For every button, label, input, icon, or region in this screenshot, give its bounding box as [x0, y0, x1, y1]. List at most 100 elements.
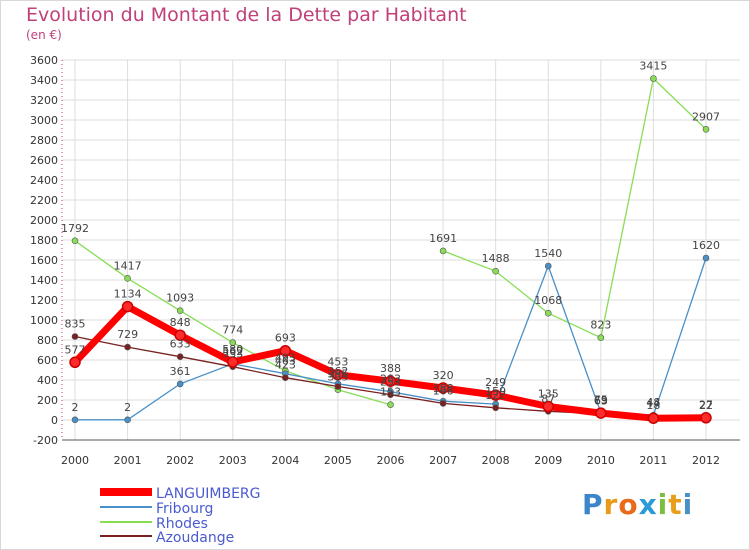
data-point-azoudange	[71, 333, 79, 340]
y-tick-label: 3000	[30, 114, 58, 127]
data-label: 774	[222, 324, 243, 337]
data-label: 283	[380, 373, 401, 386]
y-tick-label: 1800	[30, 234, 58, 247]
axes: -200 0 200 400 600 800 1000 1200 1400 1600 1800 200…	[30, 54, 740, 467]
data-label: 87	[541, 392, 555, 405]
data-point-languimberg	[121, 300, 134, 313]
data-point-fribourg	[71, 416, 79, 424]
y-tick-label: 2400	[30, 174, 58, 187]
data-label: 533	[222, 348, 243, 361]
data-point-azoudange	[176, 353, 184, 361]
x-tick-label: 2010	[587, 454, 615, 467]
data-label: 188	[433, 382, 454, 395]
data-point-azoudange	[492, 404, 499, 412]
data-point-azoudange	[282, 374, 289, 382]
data-label: 1540	[534, 247, 562, 260]
y-tick-label: 400	[37, 374, 58, 387]
data-label: 463	[275, 355, 296, 368]
data-point-fribourg	[544, 262, 552, 270]
y-tick-label: 2000	[30, 214, 58, 227]
y-tick-label: 0	[51, 414, 58, 427]
data-point-languimberg	[437, 382, 449, 394]
data-point-languimberg	[332, 368, 344, 381]
x-tick-label: 2000	[61, 454, 89, 467]
legend-label-languimberg: LANGUIMBERG	[156, 486, 261, 502]
y-tick-label: 2200	[30, 194, 58, 207]
data-label: 122	[485, 389, 506, 402]
y-tick-label: 2800	[30, 134, 58, 147]
legend-label-rhodes: Rhodes	[156, 516, 208, 532]
data-point-rhodes	[650, 75, 657, 82]
data-label: 1620	[692, 239, 720, 252]
data-point-azoudange	[124, 343, 131, 351]
data-label: 153	[380, 386, 401, 399]
data-point-azoudange	[387, 391, 394, 399]
data-label: 63	[594, 395, 608, 408]
data-point-rhodes	[597, 334, 605, 342]
x-tick-label: 2003	[219, 454, 247, 467]
data-label: 249	[485, 376, 506, 389]
data-label: 48	[646, 396, 660, 409]
y-tick-label: 3600	[30, 54, 58, 67]
logo-letter: r	[603, 488, 619, 521]
x-tick-label: 2005	[324, 454, 352, 467]
data-label: 633	[170, 338, 191, 351]
y-tick-label: 1400	[30, 274, 58, 287]
data-point-rhodes	[71, 237, 79, 245]
x-tick-label: 2001	[114, 454, 142, 467]
data-label: 2	[72, 401, 79, 414]
y-tick-label: 600	[37, 354, 58, 367]
data-point-languimberg	[69, 356, 81, 369]
data-label: 3415	[639, 60, 667, 73]
chart-title: Evolution du Montant de la Dette par Hab…	[26, 4, 467, 26]
data-label: 693	[275, 332, 296, 345]
data-label: 1792	[61, 222, 89, 235]
data-labels: 1792 1417 1093 774 493 303 153 1691 1488 1068 823 3…	[61, 60, 720, 414]
data-label: 18	[646, 399, 660, 412]
logo-letter: i	[657, 488, 669, 521]
y-tick-label: 1200	[30, 294, 58, 307]
data-label: 577	[65, 343, 86, 356]
data-point-rhodes	[176, 307, 184, 315]
data-label: 135	[538, 388, 559, 401]
data-point-rhodes	[492, 267, 499, 275]
data-label: 75	[594, 394, 608, 407]
data-point-languimberg	[647, 412, 660, 424]
data-label: 335	[327, 368, 348, 381]
logo-letter: o	[618, 488, 639, 521]
data-label: 453	[327, 356, 348, 369]
data-point-languimberg	[489, 389, 502, 401]
data-label: 1691	[429, 232, 457, 245]
data-label: 848	[170, 316, 191, 329]
data-label: 729	[117, 328, 138, 341]
data-label: 253	[380, 376, 401, 389]
plot-area	[62, 60, 740, 440]
data-point-fribourg	[702, 254, 710, 262]
data-point-rhodes	[439, 247, 447, 255]
y-tick-label: 3400	[30, 74, 58, 87]
data-label: 159	[485, 385, 506, 398]
data-label: 562	[222, 345, 243, 358]
series-line-rhodes	[442, 77, 707, 339]
data-point-languimberg	[384, 375, 397, 387]
logo-letter: t	[668, 488, 683, 521]
data-label: 823	[590, 319, 611, 332]
data-point-rhodes	[702, 126, 710, 133]
data-point-languimberg	[174, 329, 186, 341]
logo-letter: P	[582, 488, 604, 521]
x-tick-label: 2011	[639, 454, 667, 467]
data-point-languimberg	[595, 407, 607, 419]
grid	[62, 59, 740, 441]
data-label: 320	[433, 369, 454, 382]
data-label: 44	[646, 397, 660, 410]
data-label: 166	[433, 384, 454, 397]
data-label: 1134	[114, 288, 142, 301]
data-point-languimberg	[279, 344, 292, 357]
data-label: 2	[124, 401, 131, 414]
y-tick-label: 1000	[30, 314, 58, 327]
series-layer	[69, 75, 712, 424]
data-label: 493	[275, 352, 296, 365]
data-point-languimberg	[227, 356, 239, 368]
